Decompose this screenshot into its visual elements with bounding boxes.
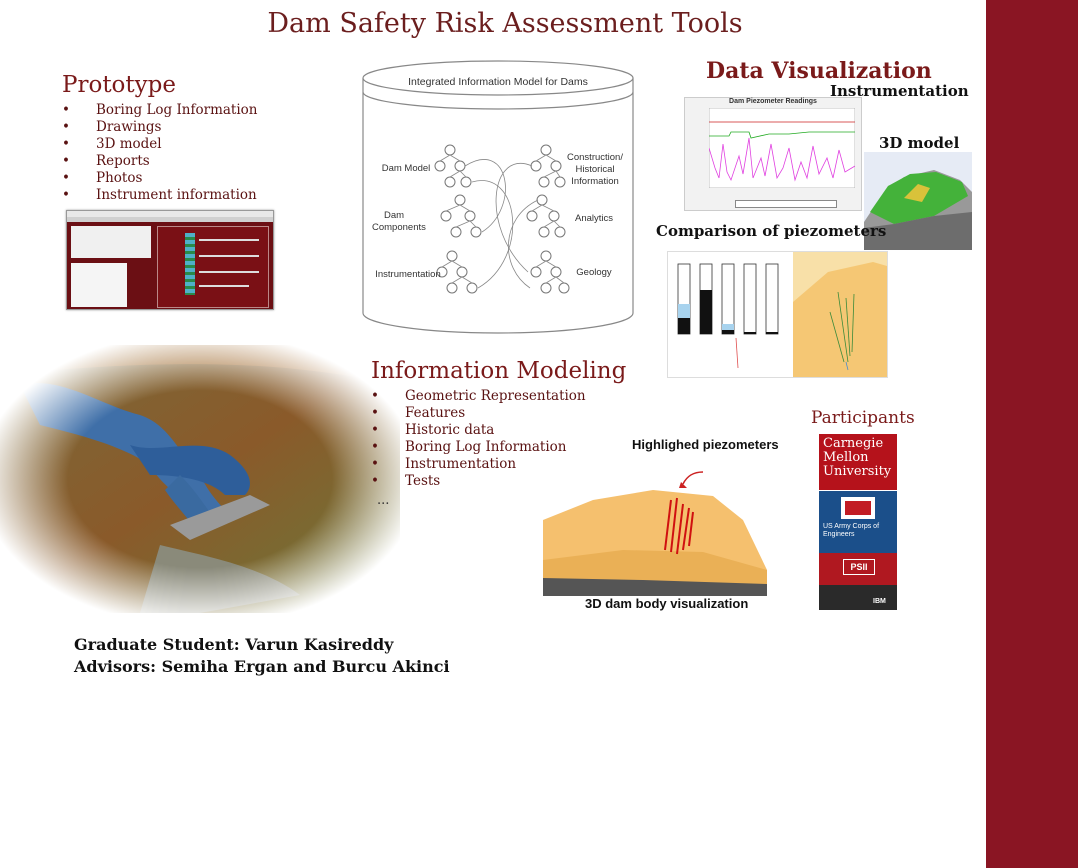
page-title: Dam Safety Risk Assessment Tools xyxy=(267,8,743,39)
model-label-dam-components: Dam Components xyxy=(372,210,426,233)
information-modeling-list: Geometric Representation Features Histor… xyxy=(371,388,586,490)
psii-logo: PSII IBM xyxy=(819,553,897,610)
list-item: Boring Log Information xyxy=(62,102,258,119)
chart-plot-area xyxy=(709,108,855,188)
list-item: Tests xyxy=(371,473,586,490)
instrumentation-label: Instrumentation xyxy=(830,82,969,100)
list-item: Historic data xyxy=(371,422,586,439)
advisors-credit: Advisors: Semiha Ergan and Burcu Akinci xyxy=(74,657,450,676)
model-label-analytics: Analytics xyxy=(574,213,613,224)
list-item: Instrument information xyxy=(62,187,258,204)
list-item: Boring Log Information xyxy=(371,439,586,456)
participants-heading: Participants xyxy=(811,408,915,428)
3d-model-label: 3D model xyxy=(879,134,960,152)
3d-dam-body-label: 3D dam body visualization xyxy=(585,596,749,611)
model-label-instrumentation: Instrumentation xyxy=(375,269,441,280)
comparison-label: Comparison of piezometers xyxy=(656,222,887,240)
more-ellipsis: ... xyxy=(377,493,390,508)
highlighted-piezometers-label: Highlighed piezometers xyxy=(632,437,779,452)
model-label-construction: Construction/ Historical Information xyxy=(567,152,623,187)
list-item: Photos xyxy=(62,170,258,187)
list-item: Geometric Representation xyxy=(371,388,586,405)
list-item: Drawings xyxy=(62,119,258,136)
piezometer-readings-chart: Dam Piezometer Readings xyxy=(684,97,862,211)
list-item: Reports xyxy=(62,153,258,170)
list-item: 3D model xyxy=(62,136,258,153)
list-item: Instrumentation xyxy=(371,456,586,473)
usace-logo: US Army Corps of Engineers xyxy=(819,491,897,553)
information-modeling-heading: Information Modeling xyxy=(371,358,627,384)
list-item: Features xyxy=(371,405,586,422)
model-label-dam-model: Dam Model xyxy=(381,163,431,174)
cmu-logo: Carnegie Mellon University xyxy=(819,434,897,490)
prototype-heading: Prototype xyxy=(62,72,176,98)
graduate-student-credit: Graduate Student: Varun Kasireddy xyxy=(74,635,394,654)
model-label-geology: Geology xyxy=(576,267,612,278)
model-title: Integrated Information Model for Dams xyxy=(408,76,588,88)
3d-dam-body-image xyxy=(543,460,767,596)
prototype-screenshot xyxy=(66,210,274,310)
piezometer-comparison-image xyxy=(667,251,888,378)
dam-aerial-photo xyxy=(0,345,400,613)
data-visualization-heading: Data Visualization xyxy=(706,58,932,84)
chart-title: Dam Piezometer Readings xyxy=(729,98,817,105)
prototype-list: Boring Log Information Drawings 3D model… xyxy=(62,102,258,204)
right-accent-bar xyxy=(986,0,1078,868)
3d-terrain-model-image xyxy=(864,152,972,250)
information-model-diagram xyxy=(362,60,634,334)
